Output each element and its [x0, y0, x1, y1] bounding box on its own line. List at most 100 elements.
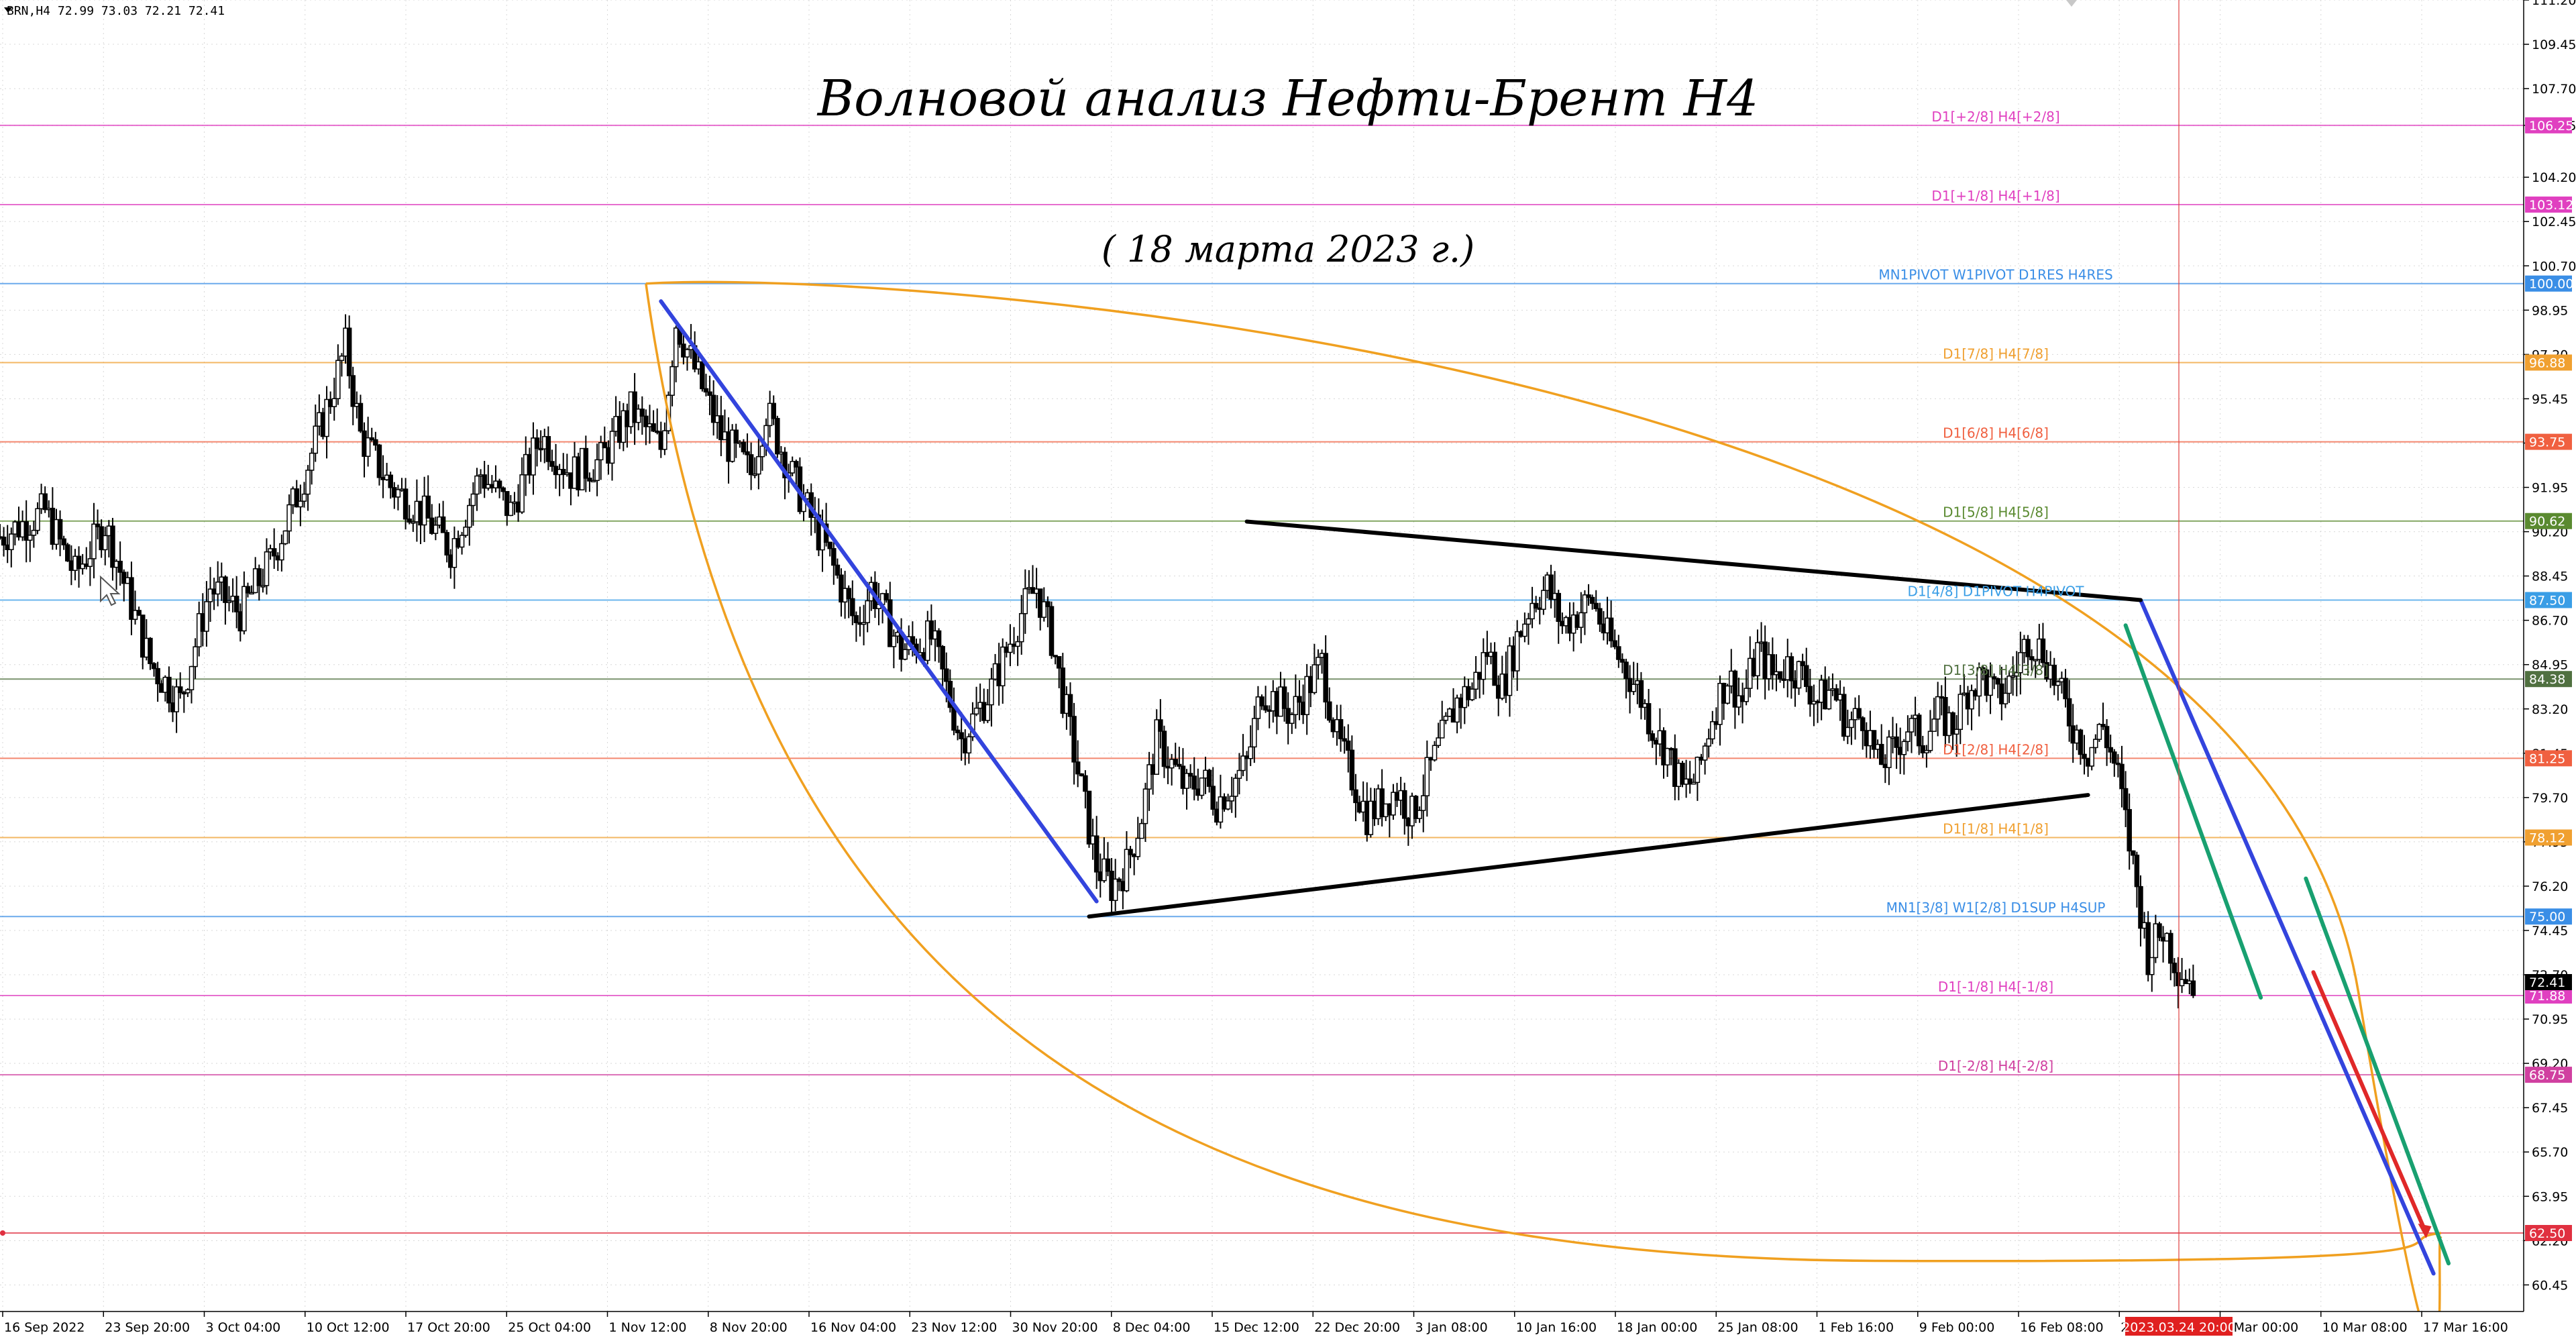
candle-body: [602, 442, 608, 449]
candle-body: [1924, 749, 1929, 753]
candle-body: [1717, 682, 1723, 725]
candle: [1770, 637, 1776, 690]
candle-body: [1931, 718, 1937, 732]
price-tick-label: 91.95: [2532, 481, 2568, 496]
candle-body: [831, 548, 837, 566]
candle-body: [1616, 646, 1621, 660]
candle: [271, 528, 277, 570]
candle-body: [883, 593, 889, 600]
drawings[interactable]: [645, 0, 2451, 1339]
candle: [91, 502, 97, 579]
candle-body: [1146, 764, 1152, 790]
price-tag: [2525, 196, 2572, 213]
candle: [831, 541, 837, 585]
candle-body: [373, 439, 378, 446]
candle-body: [65, 544, 70, 561]
candle-body: [1770, 654, 1776, 676]
time-tick-label: 16 Feb 08:00: [2020, 1320, 2104, 1335]
candle-body: [1706, 738, 1711, 747]
arc-lower[interactable]: [645, 283, 2442, 1263]
candle: [609, 418, 615, 481]
candle: [2066, 680, 2072, 742]
time-tick-label: 10 Jan 16:00: [1516, 1320, 1597, 1335]
candle: [1093, 816, 1099, 890]
candle-body: [1338, 718, 1344, 739]
trendline[interactable]: [2138, 598, 2436, 1276]
candle: [2055, 680, 2061, 701]
candle-body: [2025, 639, 2031, 657]
level-label: D1[2/8] H4[2/8]: [1943, 741, 2049, 757]
candle-body: [1988, 676, 1993, 696]
candle-body: [1710, 721, 1715, 740]
candle-body: [1191, 775, 1197, 790]
candle: [1473, 656, 1479, 700]
candle: [1240, 734, 1246, 776]
time-tick-label: 8 Nov 20:00: [710, 1320, 788, 1335]
candle-body: [662, 430, 667, 450]
candle-body: [1522, 623, 1527, 637]
candle: [1154, 709, 1159, 775]
candle: [1492, 642, 1497, 686]
candle: [1420, 774, 1426, 833]
candle: [256, 564, 262, 601]
candle: [1067, 682, 1073, 736]
candle: [1732, 670, 1738, 729]
candle-body: [1976, 667, 1982, 697]
candle: [1717, 675, 1723, 746]
trendline[interactable]: [2123, 623, 2263, 1000]
candle-body: [61, 538, 66, 545]
candle: [1255, 686, 1261, 731]
time-tick-label: 8 Dec 04:00: [1113, 1320, 1191, 1335]
candle: [1755, 629, 1760, 690]
candle: [1533, 596, 1539, 612]
candle-body: [669, 366, 675, 396]
candle: [925, 610, 930, 665]
candle-body: [350, 375, 356, 407]
chart-menu-triangle-icon[interactable]: [4, 7, 12, 13]
candle-body: [1417, 810, 1422, 819]
candle-body: [928, 620, 934, 640]
candle: [103, 527, 108, 566]
candle-body: [1199, 777, 1205, 796]
candle-body: [1210, 786, 1216, 810]
trendline[interactable]: [2304, 876, 2451, 1266]
candle-body: [1304, 676, 1309, 715]
candle-body: [2040, 638, 2046, 663]
candle: [733, 423, 739, 458]
candle-body: [752, 473, 757, 476]
candle-body: [148, 637, 153, 664]
chart-title: Волновой анализ Нефти-Брент H4: [816, 70, 1758, 127]
candle: [865, 582, 870, 633]
candle: [2025, 635, 2031, 676]
candle: [989, 667, 994, 727]
candle: [794, 460, 799, 486]
candle-body: [2018, 652, 2023, 674]
candle: [444, 529, 449, 563]
candle-body: [1608, 617, 1614, 641]
candle: [1593, 590, 1599, 612]
trendline[interactable]: [659, 299, 1099, 904]
trendline[interactable]: [1087, 793, 2090, 919]
candle-body: [944, 668, 949, 682]
candle-body: [2104, 726, 2110, 749]
arc-upper[interactable]: [645, 280, 2443, 1339]
candle-body: [1154, 719, 1159, 775]
candle: [402, 478, 409, 530]
candle-body: [1826, 690, 1832, 710]
candle-body: [87, 558, 93, 568]
candle: [148, 637, 153, 670]
candle-body: [1161, 731, 1167, 767]
candle-body: [1391, 792, 1396, 816]
price-tag: [2525, 1067, 2572, 1083]
trendline[interactable]: [2311, 970, 2428, 1236]
candle: [759, 441, 765, 471]
trendline[interactable]: [1244, 519, 2143, 602]
candle-body: [1311, 664, 1318, 694]
candle: [358, 394, 364, 433]
candle: [440, 500, 446, 533]
time-tick-label: 18 Jan 00:00: [1617, 1320, 1697, 1335]
candle-body: [989, 678, 994, 706]
candle-body: [1056, 656, 1062, 669]
